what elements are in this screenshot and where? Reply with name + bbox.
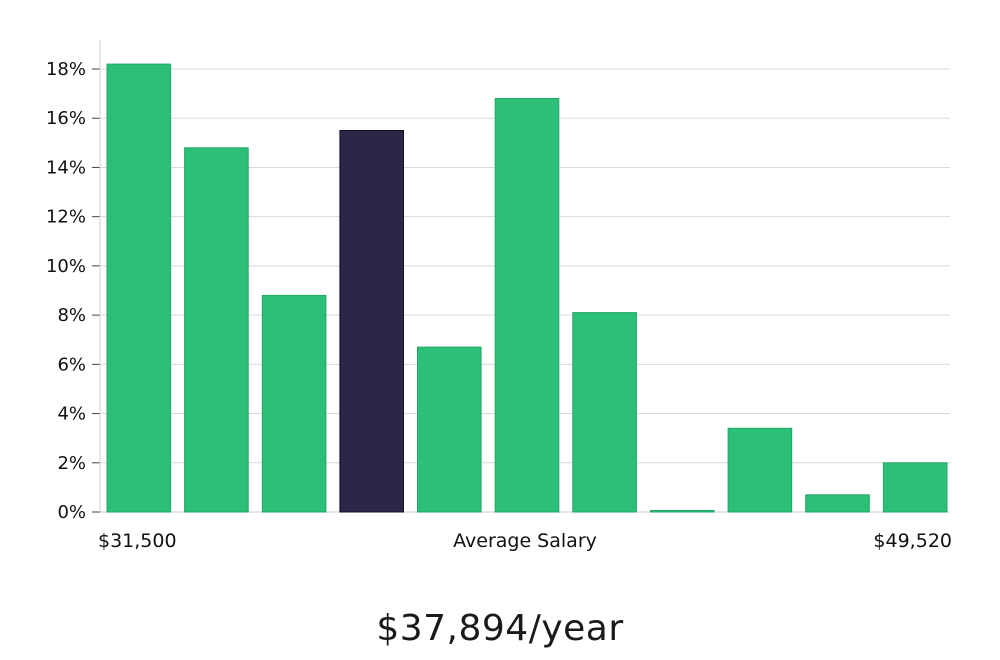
- y-tick-labels: 0% 2% 4% 6% 8% 10% 12% 14% 16% 18%: [46, 59, 100, 523]
- y-tick-label: 10%: [46, 256, 86, 277]
- y-tick-label: 18%: [46, 59, 86, 80]
- y-tick-label: 2%: [57, 453, 86, 474]
- y-tick-label: 12%: [46, 207, 86, 228]
- y-tick-label: 4%: [57, 404, 86, 425]
- histogram-bar: [805, 494, 870, 513]
- histogram-bar: [882, 462, 948, 513]
- x-max-label: $49,520: [873, 530, 952, 552]
- histogram-bar: [106, 63, 172, 513]
- histogram-bar: [261, 294, 327, 513]
- histogram-bar: [727, 427, 793, 513]
- histogram-bar: [184, 147, 249, 513]
- x-min-label: $31,500: [98, 530, 177, 552]
- y-tick-label: 14%: [46, 157, 86, 178]
- salary-histogram: 0% 2% 4% 6% 8% 10% 12% 14% 16% 18% $31,500 Averag…: [46, 40, 952, 552]
- average-salary-headline: $37,894/year: [376, 608, 624, 649]
- histogram-bar-highlighted: [339, 130, 404, 513]
- histogram-bar: [572, 312, 637, 513]
- histogram-bar: [494, 98, 560, 513]
- y-tick-label: 16%: [46, 108, 86, 129]
- histogram-bar: [650, 510, 715, 513]
- y-tick-label: 6%: [57, 354, 86, 375]
- y-tick-label: 0%: [57, 502, 86, 523]
- bars: [106, 63, 948, 513]
- y-tick-label: 8%: [57, 305, 86, 326]
- histogram-bar: [417, 346, 482, 513]
- x-axis-title: Average Salary: [453, 530, 597, 552]
